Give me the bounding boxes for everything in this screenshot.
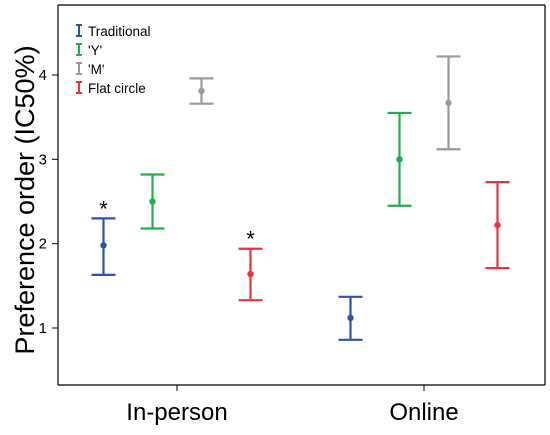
- error-bar: [485, 181, 510, 270]
- axes: [57, 4, 546, 386]
- legend-label: Flat circle: [88, 81, 146, 96]
- mean-point: [445, 99, 452, 107]
- error-bar: [91, 217, 116, 276]
- x-tick-label: Online: [389, 399, 458, 426]
- x-ticks: In-person Online: [126, 385, 459, 426]
- mean-point: [198, 87, 205, 95]
- error-bar: [189, 77, 214, 105]
- legend-label: 'M': [88, 62, 104, 77]
- mean-point: [247, 270, 254, 278]
- legend-entry: 'Y': [76, 43, 102, 58]
- y-tick-label: 4: [39, 67, 47, 84]
- error-bar: [238, 247, 263, 302]
- error-bar: [387, 111, 412, 207]
- x-tick-label: In-person: [126, 399, 227, 426]
- y-ticks: 1 2 3 4: [39, 67, 58, 337]
- y-tick-label: 1: [39, 320, 47, 337]
- legend: Traditional 'Y' 'M' Flat circle: [76, 24, 151, 96]
- annotations: **: [99, 196, 255, 251]
- mean-point: [149, 198, 156, 205]
- data-marks: [91, 55, 510, 341]
- significance-asterisk: *: [246, 227, 255, 252]
- mean-point: [100, 242, 107, 249]
- mean-point: [396, 156, 403, 163]
- error-bar: [140, 173, 165, 230]
- error-bar: [436, 55, 461, 151]
- legend-entry: 'M': [76, 62, 104, 77]
- y-tick-label: 2: [39, 236, 47, 253]
- mean-point: [347, 314, 354, 322]
- legend-label: 'Y': [88, 43, 102, 58]
- significance-asterisk: *: [99, 196, 108, 221]
- legend-label: Traditional: [88, 24, 151, 39]
- error-bar: [338, 295, 363, 341]
- legend-entry: Flat circle: [76, 81, 146, 96]
- y-tick-label: 3: [39, 151, 47, 168]
- legend-entry: Traditional: [76, 24, 151, 39]
- mean-point: [494, 221, 501, 229]
- y-axis-label: Preference order (IC50%): [10, 45, 40, 354]
